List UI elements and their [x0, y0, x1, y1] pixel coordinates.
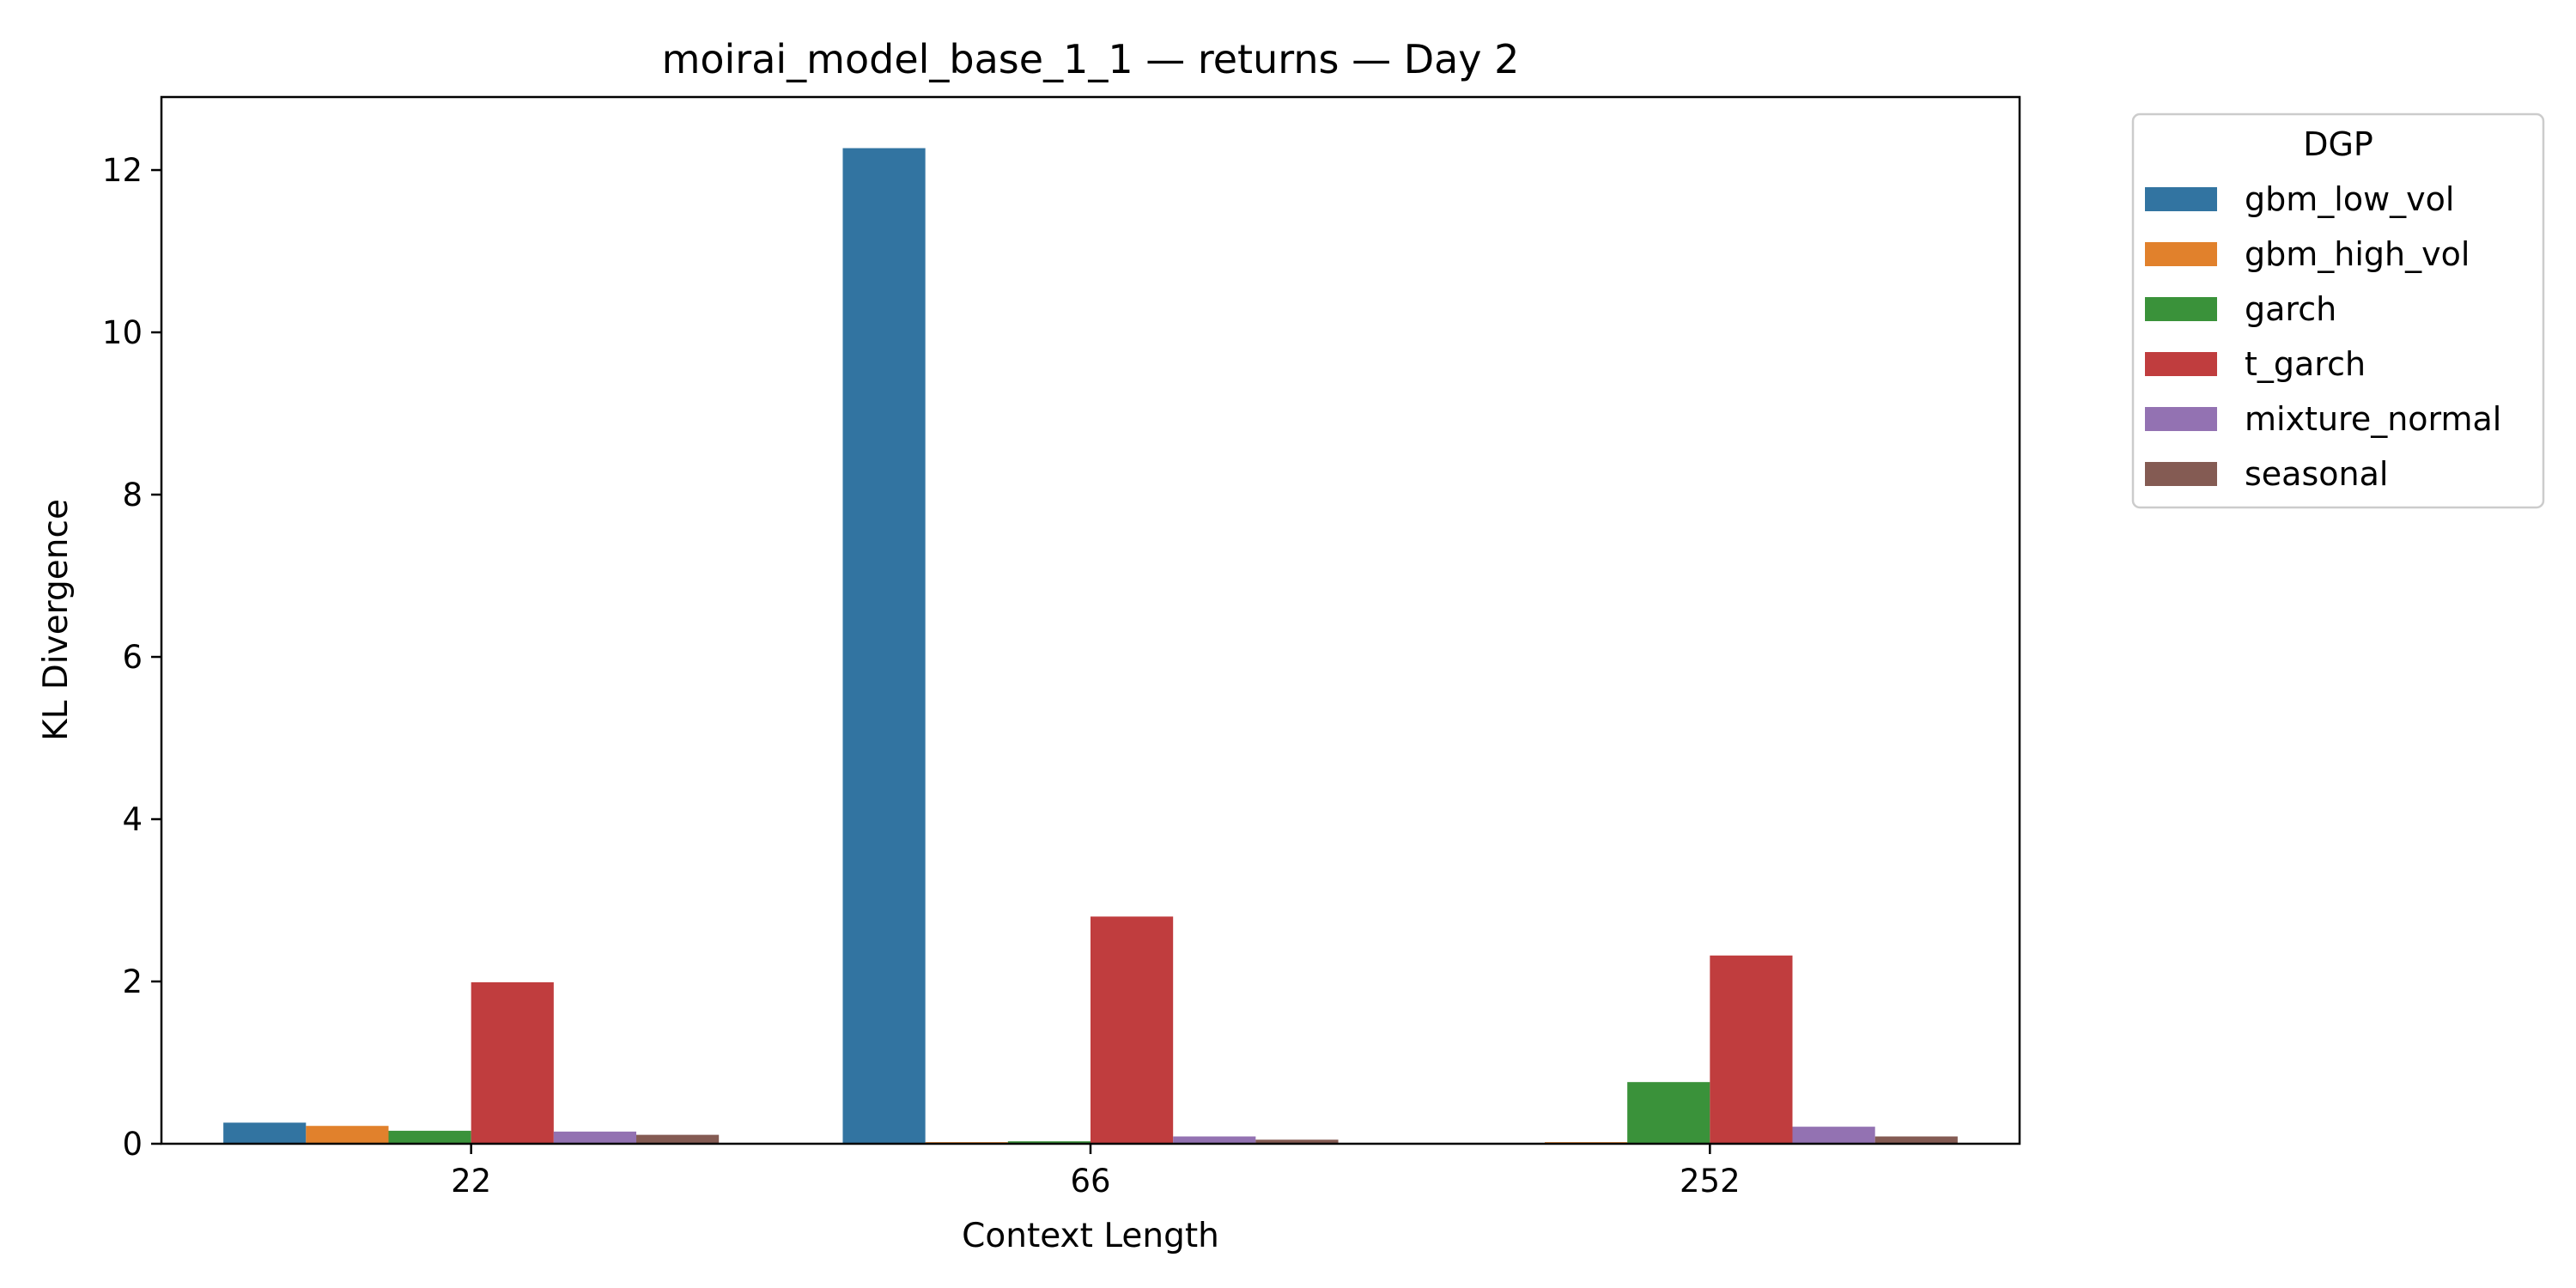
- bar-gbm_high_vol-22: [306, 1126, 389, 1144]
- x-tick-label: 66: [1070, 1163, 1110, 1200]
- bars-layer: [223, 148, 1958, 1144]
- legend-label-garch: garch: [2245, 290, 2336, 328]
- legend-label-seasonal: seasonal: [2245, 455, 2388, 493]
- y-tick-label: 12: [102, 152, 143, 189]
- y-tick-label: 6: [122, 639, 143, 676]
- legend-label-t_garch: t_garch: [2245, 345, 2366, 383]
- bar-t_garch-66: [1091, 916, 1174, 1144]
- bar-garch-252: [1627, 1082, 1710, 1144]
- bar-garch-66: [1007, 1141, 1091, 1144]
- legend-swatch-seasonal: [2145, 462, 2217, 486]
- legend-label-gbm_low_vol: gbm_low_vol: [2245, 180, 2454, 218]
- legend-swatch-t_garch: [2145, 352, 2217, 376]
- bar-gbm_low_vol-66: [842, 148, 926, 1144]
- y-axis-label: KL Divergence: [37, 499, 76, 741]
- bar-t_garch-22: [471, 981, 554, 1144]
- y-axis: 0 2 4 6 8 10 12: [102, 152, 161, 1163]
- legend-swatch-mixture_normal: [2145, 407, 2217, 431]
- legend-swatch-gbm_low_vol: [2145, 187, 2217, 211]
- y-tick-label: 2: [122, 963, 143, 1000]
- legend-swatch-garch: [2145, 297, 2217, 321]
- y-tick-label: 4: [122, 801, 143, 838]
- bar-seasonal-22: [636, 1134, 720, 1144]
- bar-seasonal-66: [1255, 1139, 1339, 1144]
- bar-mixture_normal-252: [1792, 1127, 1875, 1144]
- legend-label-gbm_high_vol: gbm_high_vol: [2245, 235, 2470, 273]
- legend-title: DGP: [2303, 125, 2373, 163]
- legend-label-mixture_normal: mixture_normal: [2245, 400, 2501, 438]
- bar-gbm_low_vol-22: [223, 1122, 307, 1144]
- bar-t_garch-252: [1710, 955, 1793, 1144]
- chart-title: moirai_model_base_1_1 — returns — Day 2: [662, 36, 1520, 82]
- x-tick-label: 22: [451, 1163, 491, 1200]
- x-axis-label: Context Length: [962, 1217, 1219, 1255]
- legend-swatch-gbm_high_vol: [2145, 242, 2217, 266]
- x-tick-label: 252: [1680, 1163, 1741, 1200]
- bar-mixture_normal-22: [553, 1131, 637, 1144]
- x-axis: 22 66 252: [451, 1144, 1741, 1200]
- legend-box: [2131, 112, 2545, 509]
- bar-seasonal-252: [1874, 1136, 1958, 1144]
- y-tick-label: 8: [122, 477, 143, 513]
- bar-mixture_normal-66: [1173, 1136, 1256, 1144]
- y-tick-label: 10: [102, 314, 143, 351]
- y-tick-label: 0: [122, 1126, 143, 1163]
- bar-garch-22: [388, 1130, 471, 1144]
